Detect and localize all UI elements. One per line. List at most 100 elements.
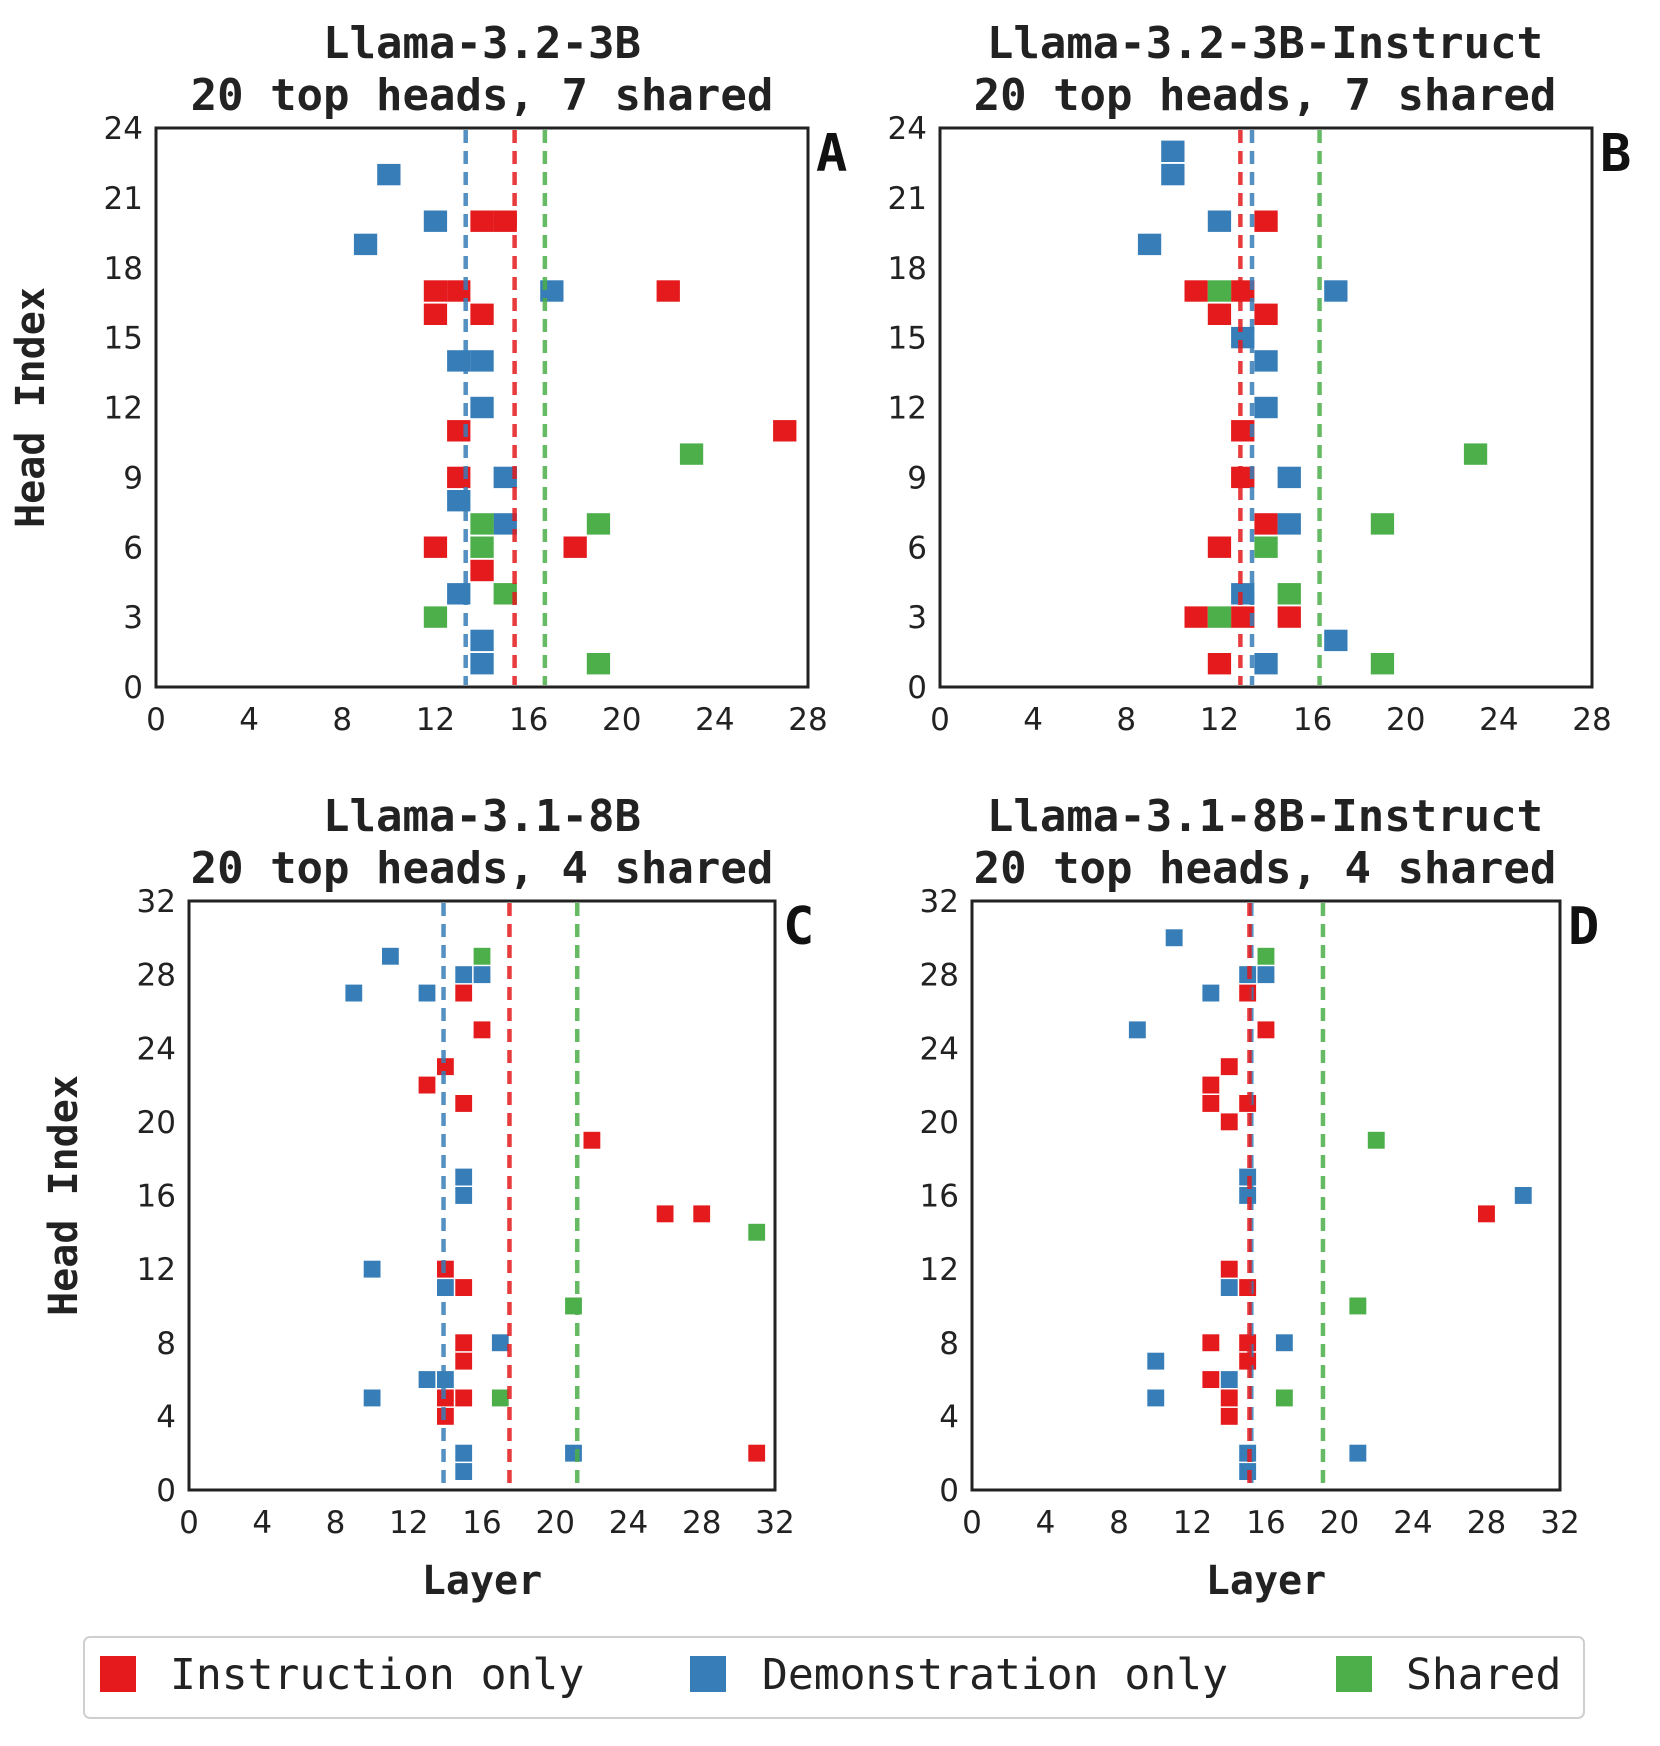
marker-instruction xyxy=(437,1058,454,1076)
marker-demonstration xyxy=(1220,1371,1238,1388)
y-tick-label: 16 xyxy=(137,1179,176,1215)
marker-shared xyxy=(586,513,611,535)
panel-title-line-1: Llama-3.1-8B xyxy=(323,791,641,842)
marker-demonstration xyxy=(418,1371,436,1388)
marker-shared xyxy=(1275,1389,1293,1407)
marker-shared xyxy=(1277,583,1301,605)
marker-demonstration xyxy=(1161,140,1185,162)
x-tick-label: 16 xyxy=(509,702,548,738)
x-tick-label: 4 xyxy=(1036,1505,1056,1541)
x-tick-label: 12 xyxy=(389,1505,428,1541)
y-tick-label: 3 xyxy=(907,600,927,636)
marker-instruction xyxy=(748,1444,766,1462)
y-tick-label: 0 xyxy=(123,670,143,706)
y-tick-label: 21 xyxy=(888,181,927,217)
x-tick-label: 8 xyxy=(326,1505,346,1541)
y-tick-label: 21 xyxy=(104,181,143,217)
x-tick-label: 24 xyxy=(1479,702,1518,738)
x-tick-label: 24 xyxy=(609,1505,648,1541)
marker-demonstration xyxy=(345,984,363,1002)
series-demonstration xyxy=(1137,140,1348,675)
marker-demonstration xyxy=(418,984,436,1002)
marker-demonstration xyxy=(1128,1021,1146,1039)
y-tick-label: 12 xyxy=(104,391,143,427)
marker-demonstration xyxy=(1137,233,1162,256)
x-tick-label: 20 xyxy=(602,702,641,738)
marker-demonstration xyxy=(1254,396,1278,419)
plot-frame xyxy=(154,126,810,689)
marker-instruction xyxy=(693,1205,711,1223)
marker-instruction xyxy=(656,1205,674,1223)
series-demonstration xyxy=(345,947,582,1480)
marker-demonstration xyxy=(491,1334,509,1352)
marker-instruction xyxy=(1202,1095,1220,1112)
marker-demonstration xyxy=(1220,1279,1238,1296)
marker-instruction xyxy=(1277,606,1301,628)
y-tick-label: 18 xyxy=(104,251,143,287)
x-tick-label: 28 xyxy=(1467,1505,1506,1541)
y-tick-label: 20 xyxy=(137,1105,176,1141)
x-tick-label: 20 xyxy=(1320,1505,1359,1541)
marker-instruction xyxy=(1231,606,1255,628)
y-tick-label: 0 xyxy=(939,1473,959,1509)
marker-instruction xyxy=(1254,303,1278,325)
marker-instruction xyxy=(470,303,494,325)
marker-instruction xyxy=(473,1021,491,1039)
marker-demonstration xyxy=(1231,326,1255,349)
marker-instruction xyxy=(1184,606,1208,628)
series-instruction xyxy=(1202,984,1495,1425)
marker-demonstration xyxy=(1324,629,1348,652)
marker-demonstration xyxy=(455,1168,473,1186)
series-shared xyxy=(1207,280,1488,675)
y-tick-label: 28 xyxy=(137,958,176,994)
x-axis-label: Layer xyxy=(1206,1558,1326,1604)
marker-instruction xyxy=(1231,420,1255,442)
x-tick-label: 8 xyxy=(1116,702,1136,738)
marker-demonstration xyxy=(1277,513,1301,535)
marker-instruction xyxy=(423,536,448,558)
y-tick-label: 6 xyxy=(123,530,143,566)
marker-demonstration xyxy=(1324,280,1348,302)
y-tick-label: 6 xyxy=(907,530,927,566)
y-axis-label: Head Index xyxy=(41,1075,87,1316)
y-tick-label: 24 xyxy=(920,1031,959,1067)
series-demonstration xyxy=(353,163,564,675)
plot-frame xyxy=(187,899,777,1492)
marker-shared xyxy=(1207,280,1232,302)
marker-instruction xyxy=(1202,1334,1220,1352)
marker-demonstration xyxy=(470,350,494,372)
marker-instruction xyxy=(423,280,448,302)
plot-frame xyxy=(938,126,1594,689)
series-demonstration xyxy=(1128,929,1532,1480)
panel-title-line-2: 20 top heads, 7 shared xyxy=(974,70,1557,121)
marker-instruction xyxy=(1231,466,1255,489)
marker-instruction xyxy=(1220,1260,1238,1278)
marker-demonstration xyxy=(1349,1444,1367,1462)
marker-instruction xyxy=(1220,1407,1238,1425)
marker-shared xyxy=(423,606,448,628)
x-tick-label: 28 xyxy=(1572,702,1611,738)
marker-demonstration xyxy=(473,966,491,984)
x-tick-label: 20 xyxy=(536,1505,575,1541)
series-shared xyxy=(473,947,766,1407)
y-tick-label: 8 xyxy=(939,1326,959,1362)
y-tick-label: 24 xyxy=(888,111,927,147)
y-tick-label: 15 xyxy=(104,321,143,357)
marker-demonstration xyxy=(1207,210,1232,232)
marker-demonstration xyxy=(1254,350,1278,372)
marker-demonstration xyxy=(1275,1334,1293,1352)
marker-demonstration xyxy=(470,396,494,419)
marker-demonstration xyxy=(1231,583,1255,605)
marker-demonstration xyxy=(363,1389,381,1407)
marker-shared xyxy=(473,947,491,965)
x-tick-label: 4 xyxy=(252,1505,272,1541)
x-tick-label: 12 xyxy=(1173,1505,1212,1541)
marker-demonstration xyxy=(493,466,517,489)
x-tick-label: 12 xyxy=(416,702,455,738)
marker-instruction xyxy=(470,559,494,582)
y-tick-label: 12 xyxy=(888,391,927,427)
marker-instruction xyxy=(583,1131,601,1149)
